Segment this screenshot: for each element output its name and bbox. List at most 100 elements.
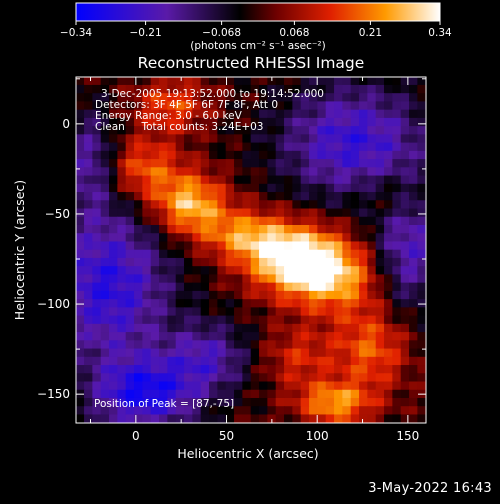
heatmap-cell (309, 150, 318, 160)
heatmap-cell (292, 134, 302, 144)
heatmap-cell (92, 241, 102, 251)
heatmap-cell (250, 266, 260, 276)
heatmap-cell (367, 282, 377, 292)
heatmap-cell (342, 356, 352, 366)
heatmap-cell (175, 77, 185, 86)
heatmap-cell (209, 332, 218, 341)
heatmap-cell (117, 282, 127, 292)
heatmap-cell (384, 315, 393, 325)
heatmap-cell (209, 373, 218, 383)
heatmap-cell (109, 389, 118, 399)
heatmap-cell (334, 142, 343, 152)
heatmap-cell (76, 381, 85, 391)
heatmap-cell (200, 216, 210, 226)
heatmap-cell (225, 290, 235, 300)
heatmap-cell (175, 208, 185, 218)
heatmap-cell (409, 282, 418, 292)
heatmap-cell (225, 167, 235, 177)
heatmap-cell (142, 208, 152, 218)
heatmap-cell (384, 208, 393, 218)
heatmap-cell (209, 101, 218, 111)
heatmap-cell (117, 315, 127, 325)
heatmap-cell (217, 373, 227, 383)
heatmap-cell (159, 117, 168, 127)
heatmap-cell (209, 381, 218, 391)
heatmap-cell (76, 365, 85, 374)
heatmap-cell (259, 183, 268, 193)
heatmap-cell (309, 101, 318, 111)
heatmap-cell (209, 249, 218, 259)
heatmap-cell (292, 299, 302, 308)
heatmap-cell (392, 397, 402, 407)
heatmap-cell (309, 348, 318, 358)
heatmap-cell (259, 282, 268, 292)
heatmap-cell (100, 216, 110, 226)
heatmap-cell (400, 397, 410, 407)
heatmap-cell (409, 290, 418, 300)
heatmap-cell (92, 208, 102, 218)
heatmap-cell (384, 290, 393, 300)
heatmap-cell (309, 117, 318, 127)
heatmap-cell (409, 200, 418, 210)
heatmap-cell (275, 348, 285, 358)
heatmap-cell (400, 159, 410, 168)
heatmap-cell (409, 340, 418, 350)
heatmap-cell (184, 192, 193, 201)
heatmap-cell (392, 241, 402, 251)
heatmap-cell (134, 126, 143, 135)
heatmap-cell (334, 274, 343, 284)
heatmap-cell (84, 183, 93, 193)
heatmap-cell (175, 224, 185, 234)
heatmap-cell (142, 315, 152, 325)
heatmap-cell (417, 249, 426, 259)
heatmap-cell (92, 77, 102, 86)
heatmap-cell (167, 192, 177, 201)
heatmap-cell (300, 266, 310, 276)
heatmap-cell (209, 266, 218, 276)
heatmap-cell (125, 183, 135, 193)
heatmap-cell (150, 183, 160, 193)
heatmap-cell (100, 414, 110, 423)
heatmap-cell (317, 389, 327, 399)
heatmap-cell (350, 150, 360, 160)
heatmap-cell (417, 142, 426, 152)
heatmap-cell (334, 150, 343, 160)
heatmap-cell (100, 159, 110, 168)
heatmap-cell (225, 282, 235, 292)
heatmap-cell (350, 109, 360, 119)
heatmap-cell (300, 241, 310, 251)
heatmap-cell (217, 109, 227, 119)
heatmap-cell (409, 315, 418, 325)
heatmap-cell (284, 307, 293, 317)
heatmap-cell (209, 348, 218, 358)
heatmap-cell (350, 192, 360, 201)
heatmap-cell (200, 373, 210, 383)
heatmap-cell (392, 348, 402, 358)
heatmap-cell (109, 266, 118, 276)
heatmap-cell (100, 389, 110, 399)
heatmap-cell (217, 183, 227, 193)
heatmap-cell (142, 84, 152, 94)
heatmap-cell (392, 150, 402, 160)
heatmap-cell (300, 274, 310, 284)
heatmap-cell (150, 150, 160, 160)
heatmap-cell (317, 299, 327, 308)
heatmap-cell (309, 134, 318, 144)
heatmap-cell (384, 117, 393, 127)
heatmap-cell (259, 224, 268, 234)
heatmap-cell (150, 348, 160, 358)
heatmap-cell (209, 159, 218, 168)
heatmap-cell (150, 159, 160, 168)
heatmap-cell (184, 282, 193, 292)
heatmap-cell (417, 126, 426, 135)
heatmap-cell (342, 126, 352, 135)
heatmap-cell (209, 274, 218, 284)
heatmap-cell (217, 257, 227, 267)
heatmap-cell (100, 356, 110, 366)
heatmap-cell (350, 200, 360, 210)
heatmap-cell (250, 315, 260, 325)
heatmap-cell (109, 356, 118, 366)
heatmap-cell (84, 77, 93, 86)
heatmap-cell (200, 183, 210, 193)
heatmap-cell (125, 389, 135, 399)
